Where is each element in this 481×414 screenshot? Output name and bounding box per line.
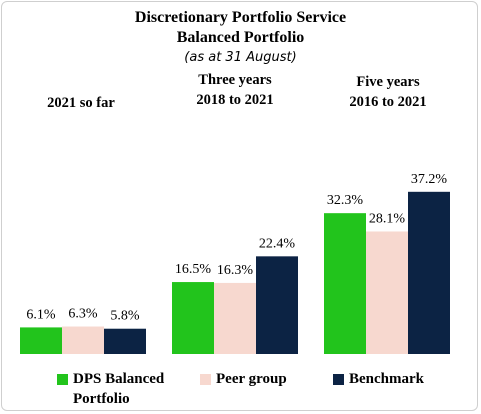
group-label-line: 2016 to 2021	[349, 94, 427, 110]
data-label-dps-2: 32.3%	[327, 193, 364, 208]
group-label-line: 2021 so far	[47, 95, 115, 111]
chart-title-line2: Balanced Portfolio	[176, 29, 305, 46]
data-label-peer-0: 6.3%	[68, 307, 98, 322]
group-label-five-years: Five years 2016 to 2021	[303, 72, 473, 112]
legend-label-line: Portfolio	[73, 391, 130, 407]
data-label-benchmark-1: 22.4%	[259, 236, 296, 251]
bar-peer-2	[366, 231, 408, 354]
bar-benchmark-1	[256, 256, 298, 354]
data-label-benchmark-0: 5.8%	[110, 309, 140, 324]
group-label-three-years: Three years 2018 to 2021	[150, 70, 320, 110]
group-label-line: Three years	[198, 72, 272, 88]
legend-item-dps: DPS Balanced Portfolio	[57, 369, 164, 409]
data-label-peer-2: 28.1%	[369, 211, 406, 226]
bar-benchmark-0	[104, 328, 146, 354]
chart-subtitle: (as at 31 August)	[184, 50, 297, 65]
legend-item-peer: Peer group	[200, 369, 287, 389]
group-label-2021: 2021 so far	[0, 93, 166, 113]
legend-label-line: DPS Balanced	[73, 371, 165, 387]
bar-peer-1	[214, 282, 256, 354]
legend-swatch-dps	[57, 374, 68, 385]
legend-swatch-benchmark	[333, 374, 344, 385]
bar-dps-1	[172, 282, 214, 354]
chart-title-line1: Discretionary Portfolio Service	[134, 9, 347, 26]
legend-item-benchmark: Benchmark	[333, 369, 424, 389]
data-label-dps-1: 16.5%	[175, 262, 212, 277]
legend-label-dps: DPS Balanced Portfolio	[73, 369, 164, 409]
legend-label-benchmark: Benchmark	[349, 371, 424, 387]
data-label-dps-0: 6.1%	[26, 307, 56, 322]
bar-benchmark-2	[408, 191, 450, 354]
group-label-line: Five years	[356, 74, 420, 90]
legend-label-peer: Peer group	[216, 371, 287, 387]
bar-peer-0	[62, 326, 104, 354]
legend-swatch-peer	[200, 374, 211, 385]
bar-dps-0	[20, 327, 62, 354]
group-label-line: 2018 to 2021	[196, 92, 274, 108]
data-label-benchmark-2: 37.2%	[411, 172, 448, 187]
bar-dps-2	[324, 213, 366, 354]
data-label-peer-1: 16.3%	[217, 263, 254, 278]
